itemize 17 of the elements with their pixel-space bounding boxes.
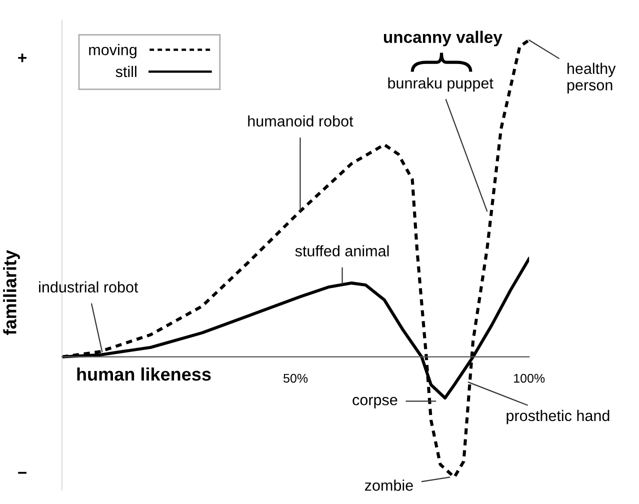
annotation: corpse [352,396,398,408]
text: − [18,472,26,474]
x-axis-title: human likeness [77,367,211,381]
x-tick-label: 50% [284,374,308,383]
x-tick-label: 100% [514,374,545,383]
annotation: healthy person [567,62,616,94]
annotation: humanoid robot [248,115,354,127]
legend-label: moving [89,44,136,58]
annotation: industrial robot [39,281,138,293]
annotation: stuffed animal [295,245,389,256]
text: + [18,54,26,62]
annotation: bunraku puppet [388,77,494,92]
annotation: zombie [364,480,413,491]
annotation: prosthetic hand [506,410,610,424]
legend-label: still [116,66,136,78]
annotation: uncanny valley [384,30,502,46]
y-axis-title: familiarity [3,250,20,335]
